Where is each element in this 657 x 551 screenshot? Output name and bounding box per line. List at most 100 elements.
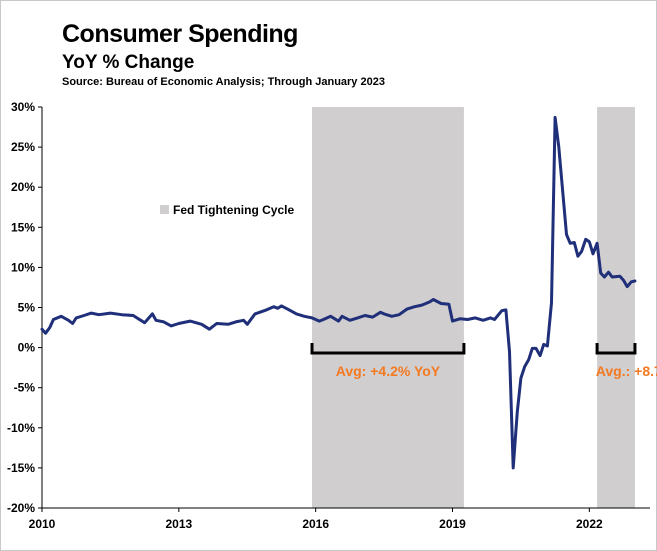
- annotation-bracket-1: [595, 343, 637, 355]
- data-point: [254, 313, 255, 314]
- data-point: [289, 309, 290, 310]
- chart-source: Source: Bureau of Economic Analysis; Thr…: [62, 76, 385, 88]
- data-point: [627, 286, 628, 287]
- data-point: [41, 329, 42, 330]
- data-point: [547, 345, 548, 346]
- data-point: [448, 304, 449, 305]
- data-point: [152, 313, 153, 314]
- data-point: [524, 366, 525, 367]
- data-point: [68, 320, 69, 321]
- data-point: [304, 316, 305, 317]
- data-point: [555, 117, 556, 118]
- y-tick-label: 15%: [11, 220, 35, 234]
- data-point: [399, 314, 400, 315]
- series-line: [40, 115, 637, 470]
- data-point: [631, 281, 632, 282]
- data-point: [513, 467, 514, 468]
- data-point: [98, 314, 99, 315]
- data-point: [136, 317, 137, 318]
- data-point: [551, 302, 552, 303]
- data-point: [589, 241, 590, 242]
- data-point: [433, 299, 434, 300]
- data-point: [247, 324, 248, 325]
- data-point: [520, 377, 521, 378]
- data-point: [421, 304, 422, 305]
- data-point: [364, 315, 365, 316]
- data-point: [452, 321, 453, 322]
- chart-subtitle: YoY % Change: [62, 52, 195, 73]
- data-point: [604, 276, 605, 277]
- y-tick-label: 25%: [11, 140, 35, 154]
- data-point: [61, 316, 62, 317]
- data-point: [501, 310, 502, 311]
- axes: 30% 25% 20% 15% 10% 5% 0% -5% -10% -15% -20% 2010 20…: [7, 100, 650, 531]
- data-point: [577, 256, 578, 257]
- data-point: [45, 333, 46, 334]
- data-point: [574, 242, 575, 243]
- data-point: [535, 348, 536, 349]
- data-point: [83, 315, 84, 316]
- data-point: [201, 324, 202, 325]
- data-point: [608, 272, 609, 273]
- shaded-period-1: [597, 107, 635, 508]
- data-point: [460, 318, 461, 319]
- data-point: [53, 319, 54, 320]
- data-point: [133, 315, 134, 316]
- data-point: [619, 276, 620, 277]
- data-point: [338, 321, 339, 322]
- data-point: [216, 323, 217, 324]
- data-point: [72, 323, 73, 324]
- data-point: [612, 276, 613, 277]
- data-point: [243, 320, 244, 321]
- data-point: [623, 280, 624, 281]
- x-tick-label: 2016: [302, 517, 329, 531]
- data-point: [330, 316, 331, 317]
- data-point: [383, 313, 384, 314]
- data-point: [505, 309, 506, 310]
- data-point: [429, 301, 430, 302]
- data-point: [634, 280, 635, 281]
- data-point: [482, 320, 483, 321]
- data-point: [163, 321, 164, 322]
- chart-title: Consumer Spending: [62, 20, 298, 48]
- data-point: [227, 324, 228, 325]
- data-point: [391, 316, 392, 317]
- annotation-bracket-0: [310, 343, 466, 355]
- y-tick-label: -5%: [14, 381, 36, 395]
- data-point: [277, 308, 278, 309]
- annotations: Avg: +4.2% YoY Avg.: +8.7% YoY: [310, 343, 657, 379]
- data-point: [600, 272, 601, 273]
- y-tick-label: -15%: [7, 461, 35, 475]
- y-tick-label: 20%: [11, 180, 35, 194]
- shaded-period-0: [312, 107, 464, 508]
- annotation-label-0: Avg: +4.2% YoY: [336, 363, 441, 379]
- legend-label: Fed Tightening Cycle: [173, 203, 294, 217]
- data-point: [596, 243, 597, 244]
- data-point: [209, 329, 210, 330]
- data-point: [323, 319, 324, 320]
- data-point: [566, 234, 567, 235]
- data-point: [144, 322, 145, 323]
- y-tick-label: -20%: [7, 501, 35, 515]
- data-point: [380, 312, 381, 313]
- data-point: [235, 321, 236, 322]
- data-point: [76, 317, 77, 318]
- y-tick-label: -10%: [7, 421, 35, 435]
- x-tick-label: 2022: [576, 517, 603, 531]
- data-point: [110, 313, 111, 314]
- data-point: [494, 319, 495, 320]
- data-point: [266, 309, 267, 310]
- data-point: [475, 317, 476, 318]
- data-point: [528, 359, 529, 360]
- data-point: [414, 306, 415, 307]
- data-point: [178, 323, 179, 324]
- data-point: [319, 321, 320, 322]
- data-point: [440, 303, 441, 304]
- data-point: [509, 351, 510, 352]
- legend: Fed Tightening Cycle: [160, 203, 294, 217]
- data-point: [190, 321, 191, 322]
- data-point: [281, 305, 282, 306]
- data-point: [296, 313, 297, 314]
- data-point: [592, 253, 593, 254]
